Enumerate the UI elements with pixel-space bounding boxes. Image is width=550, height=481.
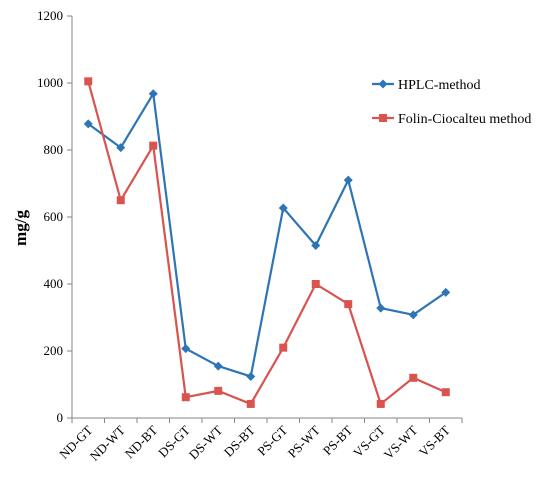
data-point [409,373,418,382]
legend-swatch-marker [378,79,388,89]
y-axis: 0 200 400 600 800 1000 1200 [37,8,73,425]
data-point [116,196,125,205]
data-point [344,300,353,309]
y-tick-label: 200 [44,343,64,358]
y-axis-label: mg/g [11,210,30,246]
x-tick-label: DS-BT [221,422,258,459]
y-tick-label: 600 [44,209,64,224]
y-tick-label: 0 [57,410,64,425]
legend-item: HPLC-method [372,78,480,93]
data-point [376,303,386,313]
data-point [311,280,320,288]
x-tick-label: PS-WT [285,422,323,460]
legend-swatch-marker [379,114,387,122]
data-point [148,89,158,99]
y-tick-label: 400 [44,276,64,291]
x-tick-label: PS-BT [320,422,356,458]
data-point [408,310,418,320]
x-tick-label: DS-WT [186,422,226,462]
legend-item: Folin-Ciocalteu method [372,112,531,127]
data-point [84,77,93,86]
data-point [149,141,158,150]
data-point [213,361,223,371]
data-point [181,344,191,354]
x-tick-label: VS-WT [381,422,421,462]
x-tick-label: ND-BT [122,422,161,461]
series-line [87,81,447,406]
series-1 [83,89,451,381]
data-point [246,371,256,381]
data-point [343,175,353,185]
data-point [441,388,450,397]
data-point [311,240,321,250]
legend-label: HPLC-method [398,78,480,93]
x-tick-label: ND-WT [87,422,128,463]
x-axis: ND-GTND-WTND-BTDS-GTDS-WTDS-BTPS-GTPS-WT… [56,417,463,464]
data-point [83,119,93,129]
y-tick-label: 1200 [37,8,63,23]
y-tick-label: 1000 [37,75,63,90]
data-point [214,386,223,395]
data-point [279,343,288,352]
legend: HPLC-method Folin-Ciocalteu method [372,78,531,127]
series-layer [83,77,451,408]
data-point [376,399,385,408]
y-tick-label: 800 [44,142,64,157]
x-tick-label: VS-BT [416,422,453,459]
data-point [181,393,190,402]
data-point [116,143,126,153]
legend-label: Folin-Ciocalteu method [398,112,531,127]
series-line [87,92,447,378]
data-point [246,399,255,408]
series-2 [84,77,450,408]
data-point [441,287,451,297]
data-point [278,203,288,213]
x-tick-label: PS-GT [254,422,290,458]
